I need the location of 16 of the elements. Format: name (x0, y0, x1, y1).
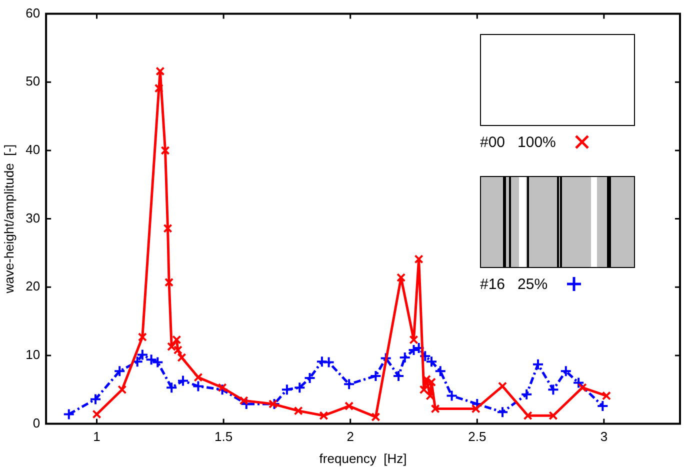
x-axis-title: frequency [Hz] (319, 450, 407, 466)
y-axis-title: wave-height/amplitude [-] (1, 144, 16, 294)
x-tick-label: 1 (93, 429, 100, 444)
y-tick-label: 60 (26, 5, 40, 20)
x-tick-label: 1.5 (214, 429, 233, 444)
y-tick-label: 10 (26, 347, 40, 362)
x-tick-label: 3 (600, 429, 608, 444)
x-tick-label: 2 (346, 429, 354, 444)
legend-label: #16 25% (480, 276, 548, 293)
y-tick-label: 50 (26, 74, 40, 89)
y-tick-label: 20 (26, 278, 40, 294)
y-tick-label: 0 (32, 415, 40, 430)
y-tick-label: 40 (26, 142, 40, 158)
legend-label: #00 100% (480, 134, 556, 151)
y-tick-label: 30 (26, 210, 40, 226)
x-tick-label: 2.5 (468, 429, 486, 444)
